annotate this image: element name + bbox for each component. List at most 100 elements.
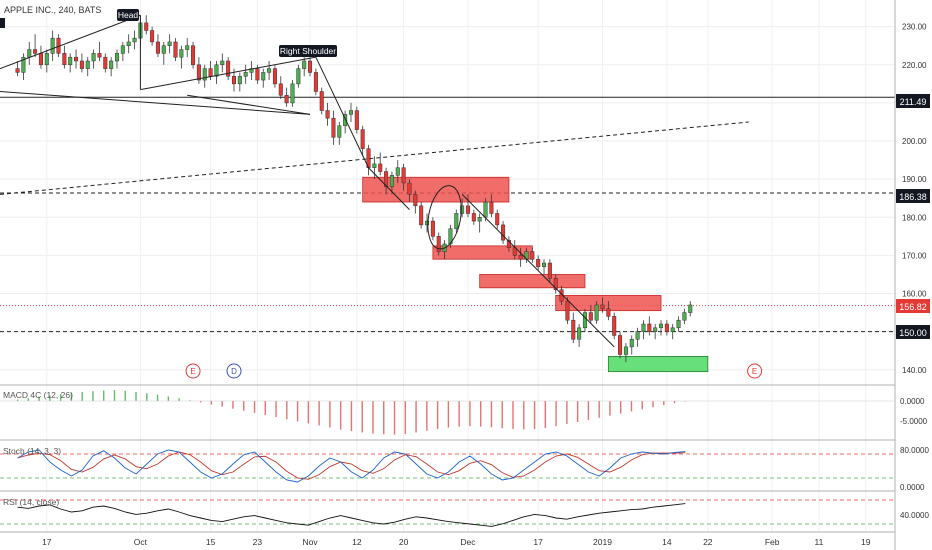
x-tick-label: Nov	[302, 537, 318, 547]
macd-bar	[70, 392, 73, 401]
candle-body	[606, 308, 611, 317]
macd-bar	[49, 395, 51, 401]
macd-bar	[232, 401, 234, 409]
candle-body	[231, 75, 236, 85]
trendlines	[0, 14, 749, 348]
right-shoulder-label-text: Right Shoulder	[280, 46, 336, 56]
candle-body	[594, 304, 599, 321]
symbol-title: APPLE INC., 240, BATS	[4, 5, 101, 15]
candle-body	[588, 312, 593, 321]
y-tick-label: 220.00	[902, 61, 927, 70]
macd-bar	[620, 401, 622, 414]
candle-body	[38, 53, 43, 66]
candle-body	[530, 251, 535, 260]
y-tick-label: 200.00	[902, 137, 927, 146]
candle-body	[430, 220, 435, 237]
macd-bar	[458, 401, 460, 427]
x-tick-label: 14	[662, 537, 672, 547]
candle-body	[688, 304, 693, 313]
macd-bar	[426, 401, 428, 431]
candle-body	[126, 41, 131, 46]
macd-bar	[501, 401, 503, 429]
candle-body	[647, 323, 652, 332]
candle-body	[337, 125, 342, 138]
macd-bar	[630, 401, 633, 412]
candle-body	[460, 205, 465, 214]
candle-body	[331, 117, 336, 138]
stoch-d-line	[17, 451, 686, 480]
candle-body	[144, 22, 149, 31]
macd-bar	[178, 398, 180, 401]
event-marker	[226, 363, 242, 379]
level-badge-dashed: 186.38	[896, 189, 930, 203]
y-tick-label: 140.00	[902, 366, 927, 375]
candle-body	[97, 53, 102, 58]
x-tick-label: 15	[206, 537, 216, 547]
candle-body	[659, 323, 664, 329]
last-price-badge: 156.82	[896, 299, 930, 313]
candle-body	[465, 205, 470, 214]
candle-body	[261, 72, 266, 81]
right-shoulder-label: Right Shoulder	[279, 45, 337, 57]
macd-bar	[544, 401, 547, 428]
candle-body	[582, 312, 587, 329]
macd-bar	[296, 401, 299, 422]
rsi-title: RSI (14, close)	[3, 497, 59, 507]
macd-bar	[652, 401, 654, 408]
candle-body	[208, 68, 213, 77]
candle-body	[413, 194, 418, 207]
macd-bar	[598, 401, 600, 418]
stoch-tick: 0.0000	[900, 483, 925, 492]
macd-bar	[512, 401, 514, 429]
candle-body	[483, 201, 488, 218]
time-axis[interactable]: 17 Oct 15 23 Nov 12 20 Dec 17 2019 14 22 Feb 11 19	[42, 537, 871, 547]
macd-bar	[92, 391, 94, 401]
trendline	[0, 121, 749, 195]
macd-bar	[533, 401, 536, 429]
macd-bar	[350, 401, 353, 432]
x-tick-label: 2019	[593, 537, 612, 547]
y-tick-label: 160.00	[902, 290, 927, 299]
candle-body	[319, 91, 324, 111]
macd-bar	[146, 393, 148, 401]
candle-body	[302, 60, 307, 69]
candle-body	[33, 49, 38, 54]
level-badge-resistance: 211.49	[896, 94, 930, 108]
macd-bar	[210, 401, 213, 405]
candle-body	[471, 213, 476, 222]
cup-ellipse	[427, 185, 462, 250]
candle-body	[272, 68, 277, 85]
macd-bar	[286, 401, 288, 420]
candles	[15, 15, 693, 363]
candle-body	[653, 327, 658, 332]
macd-bar	[523, 401, 525, 430]
rsi-pane	[0, 499, 895, 527]
candle-body	[641, 323, 646, 332]
candle-body	[454, 213, 459, 229]
macd-bar	[16, 399, 19, 401]
macd-bar	[555, 401, 557, 427]
trendline	[187, 94, 311, 115]
macd-bar	[684, 401, 687, 402]
candle-body	[354, 110, 359, 130]
candle-body	[15, 68, 20, 73]
candle-body	[179, 49, 184, 58]
candle-body	[348, 110, 353, 115]
x-tick-label: 11	[815, 537, 824, 547]
candle-body	[243, 72, 248, 77]
candle-body	[670, 327, 675, 332]
macd-bar	[135, 391, 137, 401]
candle-body	[79, 60, 84, 69]
candle-body	[477, 217, 482, 222]
stoch-tick: 80.0000	[900, 446, 929, 455]
event-marker-label: E	[752, 367, 757, 376]
x-tick-label: 20	[399, 537, 409, 547]
macd-bar	[318, 401, 320, 426]
candle-body	[407, 182, 412, 195]
x-tick-label: Feb	[765, 537, 780, 547]
macd-bar	[587, 401, 590, 420]
candle-body	[629, 339, 634, 348]
candle-body	[395, 167, 400, 176]
